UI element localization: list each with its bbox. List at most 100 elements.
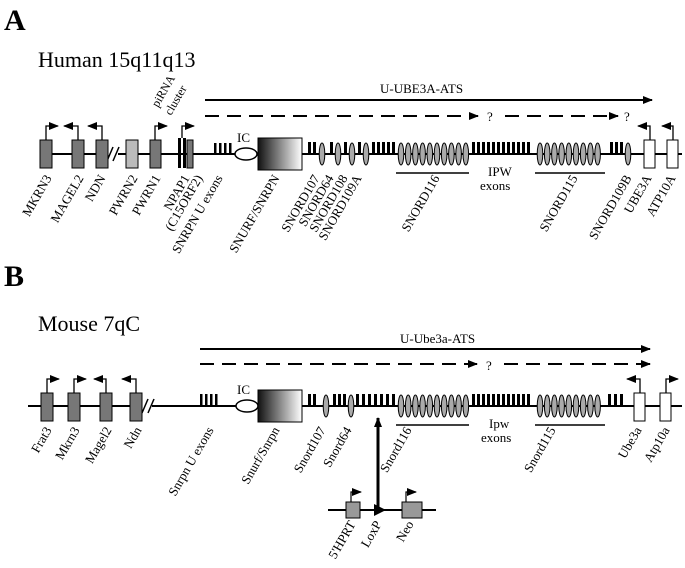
gene-box-atp10a-mouse [659,392,672,422]
gene-box-frat3 [40,392,54,422]
panel-b-transcript-label: U-Ube3a-ATS [400,331,475,346]
pirna-bar-2 [183,138,186,168]
gene-label-snurf-snrpn-mouse: Snurf/Snrpn [238,424,283,487]
gene-box-snurf-snrpn [257,137,303,171]
gene-label-ndn: NDN [82,171,109,203]
snorna-ellipse [543,394,551,418]
panel-a-gene-labels: MKRN3 MAGEL2 NDN PWRN2 PWRN1 NPAP1 (C15O… [19,171,679,255]
snorna-ellipse [536,394,544,418]
pwrn1-direction-arrow [154,122,168,140]
exon-bar [608,394,611,406]
snrpn-u-exon [229,143,232,154]
snorna-ellipse [536,142,544,166]
exon-bar [497,394,500,406]
exon-bar [615,142,618,154]
atp10a-mouse-direction-arrow [665,375,679,393]
exon-bar [502,142,505,154]
snorna-ellipse [624,142,632,166]
exon-bar [522,142,525,154]
exon-bar [382,142,385,154]
gene-box-npap1 [186,139,194,169]
gene-label-snord115-mouse: Snord115 [521,424,559,475]
snorna-ellipse [455,142,462,166]
snorna-ellipse [462,142,470,166]
gene-box-ndn [95,139,109,169]
exon-bar [527,142,530,154]
exon-bar [472,394,475,406]
panel-b-letter: B [4,260,24,293]
construct-neo-arrow [405,488,417,502]
exon-bar [313,394,316,406]
pirna-bar-1 [178,138,181,168]
snorna-ellipse [412,142,419,166]
snorna-ellipse [579,142,587,166]
snorna-ellipse [412,394,419,418]
exon-bar [308,142,311,154]
panel-b-gene-labels: Frat3 Mkrn3 Magel2 Ndn Snrpn U exons Snu… [28,424,673,562]
gene-label-snord116: SNORD116 [398,172,443,235]
atp10a-direction-arrow [661,122,674,140]
mkrn3-mouse-direction-arrow [73,375,87,393]
snorna-ellipse [448,142,455,166]
snrpn-u-exon [219,143,222,154]
exon-bar [502,394,505,406]
snorna-ellipse [551,394,558,418]
gene-label-frat3: Frat3 [28,424,55,455]
snorna-ellipse [347,394,355,418]
gene-label-mkrn3-mouse: Mkrn3 [52,424,83,462]
snorna-ellipse [462,394,470,418]
snorna-ellipse [318,142,326,166]
snrpn-u-exon [224,143,227,154]
snorna-ellipse [440,394,448,418]
exon-bar [512,142,515,154]
gene-label-snord116-mouse: Snord116 [377,424,415,475]
exon-bar [308,394,311,406]
snorna-ellipse [565,142,573,166]
panel-a-question-1: ? [487,109,493,124]
snorna-ellipse [426,142,434,166]
gene-box-ndn-mouse [129,392,143,422]
exon-bar [482,394,485,406]
construct-label-hprt: 5'HPRT [325,518,359,561]
snorna-ellipse [404,142,412,166]
mkrn3-direction-arrow [45,122,59,140]
exon-bar [610,142,613,154]
exon-bar [492,394,495,406]
snrpn-u-exon [205,394,208,406]
panel-b: B Mouse 7qC U-Ube3a-ATS ? IC Ipw exons [4,260,682,561]
exon-bar [313,142,316,154]
snorna-ellipse [433,142,441,166]
panel-a-ipw-label-2: exons [480,178,510,193]
snorna-ellipse [397,394,405,418]
panel-b-ic-label: IC [237,382,250,397]
snorna-ellipse [348,142,356,166]
exon-bar [392,394,395,406]
gene-box-mkrn3-mouse [67,392,81,422]
gene-box-pwrn1 [149,139,162,169]
exon-bar [333,394,336,406]
gene-label-ndn-mouse: Ndn [120,424,144,451]
panel-a-letter: A [4,4,26,37]
ndn-mouse-direction-arrow [121,375,137,393]
snorna-ellipse [433,394,441,418]
ndn-direction-arrow [87,122,103,140]
exon-bar [482,142,485,154]
snorna-ellipse [448,394,455,418]
gene-box-ube3a [643,139,656,169]
exon-bar [477,142,480,154]
exon-bar [522,394,525,406]
snorna-ellipse [362,142,370,166]
gene-box-ube3a-mouse [633,392,646,422]
construct-hprt-box [345,501,361,519]
exon-bar [517,142,520,154]
gene-label-snurf-snrpn: SNURF/SNRPN [226,171,283,255]
snrpn-u-exon [215,394,218,406]
gene-label-atp10a-mouse: Atp10a [640,424,672,465]
panel-a-snorna-region [308,142,632,166]
panel-a: A Human 15q11q13 U-UBE3A-ATS ? ? piRNA c… [4,4,682,256]
panel-b-ipw-label-2: exons [481,430,511,445]
snorna-ellipse [440,142,448,166]
exon-bar [477,394,480,406]
snorna-ellipse [558,142,565,166]
